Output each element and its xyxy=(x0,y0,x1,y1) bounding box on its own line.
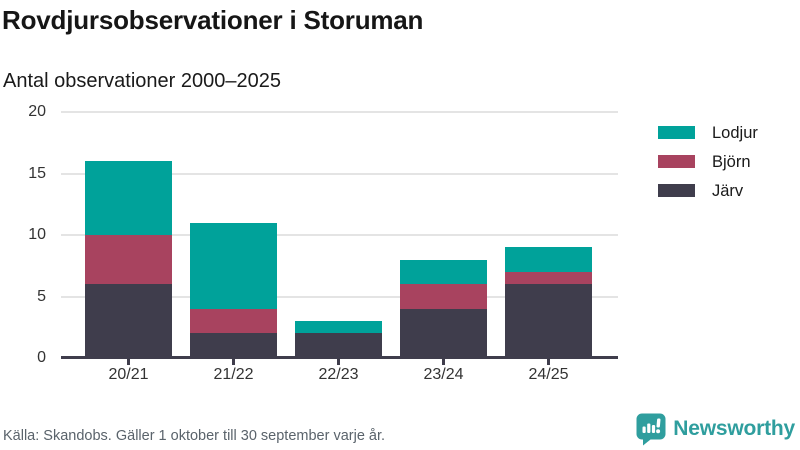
chart-title: Rovdjursobservationer i Storuman xyxy=(2,5,424,35)
bar-segment xyxy=(295,321,382,334)
bar-segment xyxy=(85,284,172,358)
bar-segment xyxy=(190,222,277,309)
legend-label: Lodjur xyxy=(712,123,758,142)
gridline-10 xyxy=(61,234,618,236)
legend-swatch xyxy=(658,155,695,168)
bar-segment xyxy=(85,161,172,235)
legend-item: Järv xyxy=(658,181,758,200)
x-tick-mark xyxy=(232,359,235,365)
x-tick-mark xyxy=(127,359,130,365)
bar-segment xyxy=(400,259,487,285)
bar-segment xyxy=(400,284,487,309)
y-tick-label: 20 xyxy=(28,103,46,120)
y-tick-label: 10 xyxy=(28,226,46,243)
brand-name: Newsworthy xyxy=(673,417,795,440)
legend-item: Lodjur xyxy=(658,123,758,142)
y-tick-label: 5 xyxy=(37,287,46,305)
legend-label: Järv xyxy=(712,181,744,200)
chart-subtitle: Antal observationer 2000–2025 xyxy=(3,70,281,92)
x-tick-label: 24/25 xyxy=(528,366,569,383)
bar-segment xyxy=(505,271,592,285)
bar-segment xyxy=(505,247,592,272)
legend-swatch xyxy=(658,184,695,197)
bar-segment xyxy=(400,308,487,358)
x-tick-label: 22/23 xyxy=(318,366,359,383)
legend-item: Björn xyxy=(658,152,758,171)
x-tick-mark xyxy=(547,359,550,365)
y-tick-label: 15 xyxy=(28,164,46,182)
x-tick-mark xyxy=(337,359,340,365)
newsworthy-logo-icon xyxy=(636,413,666,445)
brand-logo: Newsworthy xyxy=(636,412,795,446)
bar-segment xyxy=(85,235,172,285)
legend-label: Björn xyxy=(712,152,751,171)
bar-segment xyxy=(295,333,382,358)
legend-swatch xyxy=(658,126,695,139)
gridline-20 xyxy=(61,111,618,113)
gridline-15 xyxy=(61,172,618,175)
plot-area xyxy=(61,111,618,358)
bar-segment xyxy=(505,284,592,358)
x-tick-label: 21/22 xyxy=(213,366,254,383)
gridline-5 xyxy=(61,295,618,298)
legend: Lodjur Björn Järv xyxy=(658,123,758,213)
x-tick-label: 20/21 xyxy=(108,366,149,383)
x-tick-label: 23/24 xyxy=(423,366,464,383)
y-tick-label: 0 xyxy=(37,349,46,366)
x-axis-line xyxy=(61,356,618,359)
x-tick-mark xyxy=(442,359,445,365)
source-note: Källa: Skandobs. Gäller 1 oktober till 3… xyxy=(3,428,386,444)
bar-segment xyxy=(190,308,277,334)
bar-segment xyxy=(190,333,277,358)
